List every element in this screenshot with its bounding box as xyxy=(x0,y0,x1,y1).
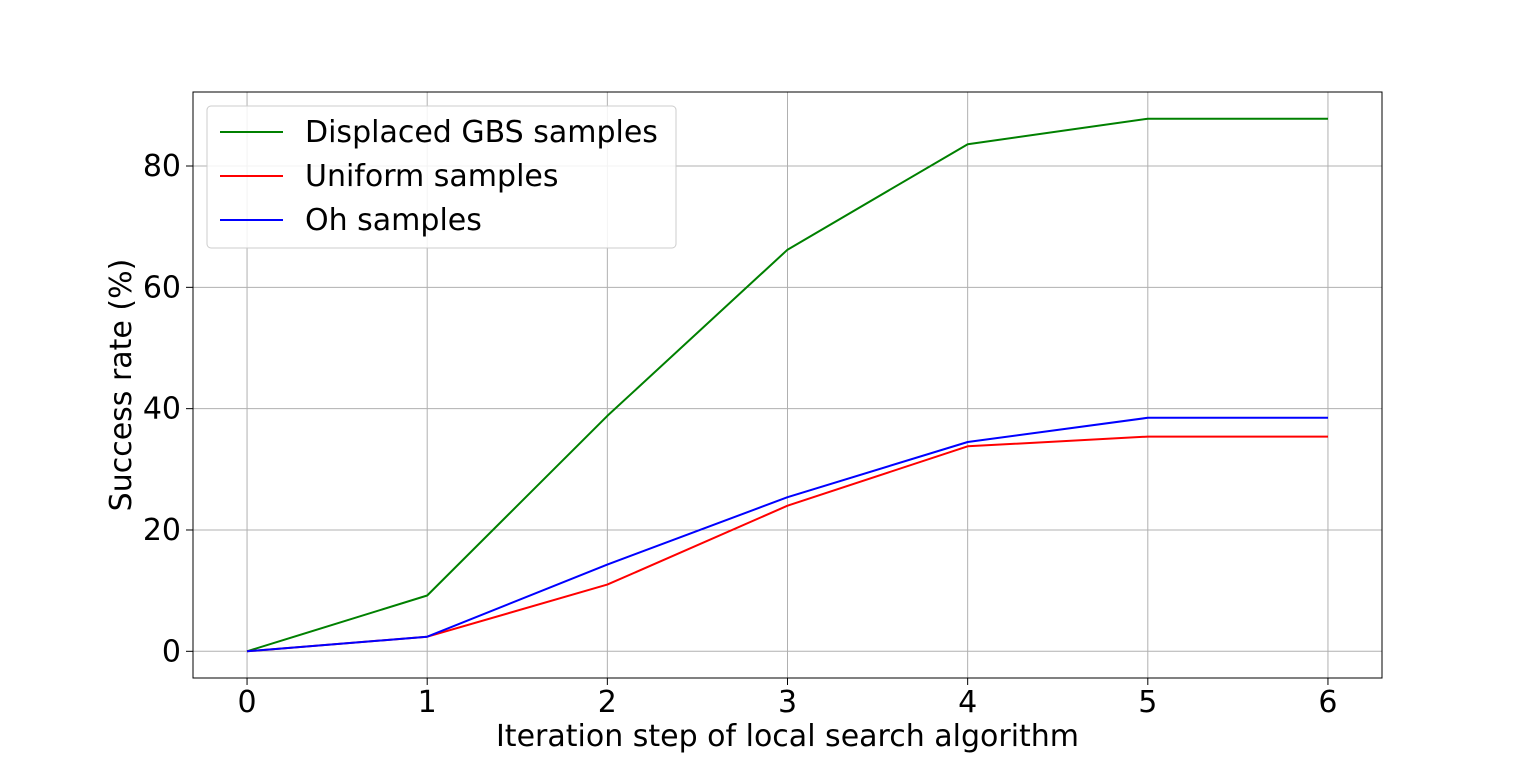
legend-label: Oh samples xyxy=(305,203,482,238)
x-tick-label: 0 xyxy=(237,685,256,720)
legend-label: Uniform samples xyxy=(305,159,559,194)
series-line xyxy=(246,416,1328,653)
y-tick-label: 40 xyxy=(143,392,181,427)
x-tick-label: 4 xyxy=(958,685,977,720)
y-tick-label: 20 xyxy=(143,513,181,548)
legend-box xyxy=(206,105,677,249)
y-tick-label: 0 xyxy=(162,634,181,669)
y-tick-label: 60 xyxy=(143,270,181,305)
x-axis-label: Iteration step of local search algorithm xyxy=(496,719,1079,754)
legend-label: Displaced GBS samples xyxy=(305,115,658,150)
x-tick-label: 2 xyxy=(598,685,617,720)
x-tick-label: 3 xyxy=(778,685,797,720)
x-tick-label: 5 xyxy=(1138,685,1157,720)
y-tick-label: 80 xyxy=(143,149,181,184)
legend: Displaced GBS samples Uniform samples Oh s… xyxy=(206,105,677,249)
x-tick-label: 6 xyxy=(1318,685,1337,720)
series-line xyxy=(246,117,1328,653)
y-axis-label: Success rate (%) xyxy=(104,259,139,512)
series-lines xyxy=(246,117,1328,653)
x-tick-label: 1 xyxy=(418,685,437,720)
